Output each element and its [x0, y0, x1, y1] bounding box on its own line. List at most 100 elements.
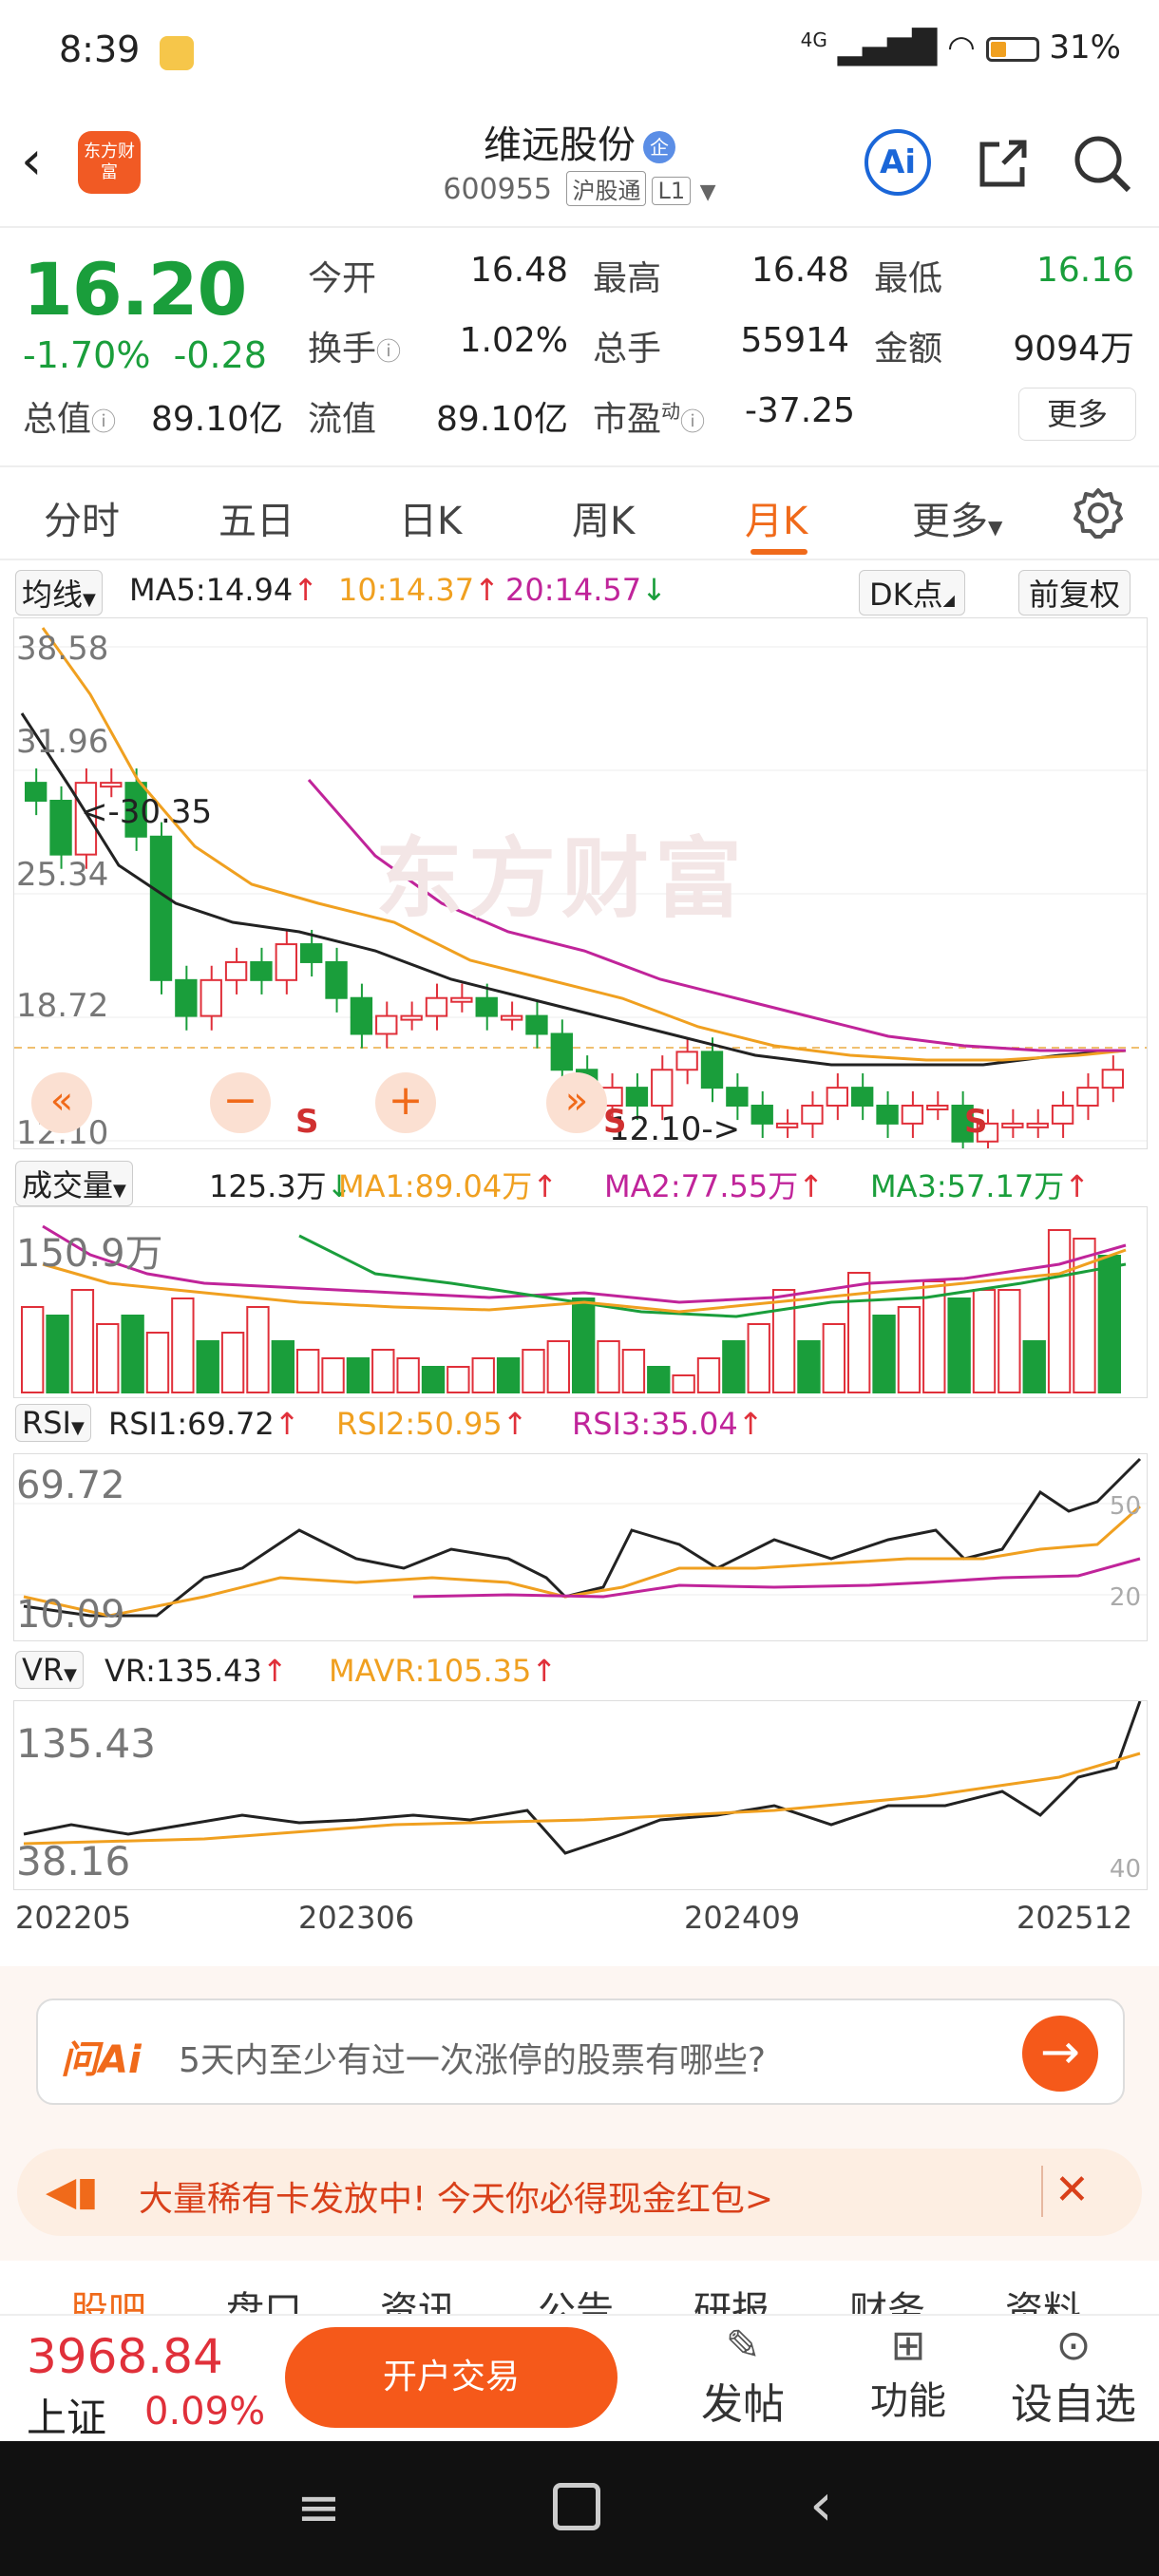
- chevron-down-icon[interactable]: ▼: [699, 180, 716, 204]
- function-button[interactable]: ⊞ 功能: [851, 2321, 965, 2425]
- volume-chart[interactable]: 150.9万: [13, 1206, 1148, 1398]
- high-label: 最高: [593, 259, 662, 298]
- rsi-ref-20: 20: [1109, 1583, 1141, 1612]
- subtab-news[interactable]: 资讯: [380, 2289, 456, 2318]
- ma5-line: [20, 712, 1127, 1067]
- signal-bars-icon: ▂▄▆█: [837, 28, 938, 66]
- watermark: 东方财富: [375, 828, 749, 930]
- home-icon[interactable]: [553, 2483, 600, 2530]
- kline-chart[interactable]: 东方财富 38.58 31.96 25.34 18.72 12.10 <-30.…: [13, 617, 1148, 1152]
- pe-label-text: 市盈: [593, 400, 662, 439]
- volume-bar: [872, 1315, 896, 1393]
- volume-bar: 成交量▼ 125.3万↓ MA1:89.04万↑ MA2:77.55万↑ MA3…: [15, 1159, 1146, 1206]
- corner-icon: ◢: [942, 591, 955, 609]
- arrow-right-icon[interactable]: →: [1022, 2016, 1098, 2092]
- vol-ma1-line: [42, 1248, 1127, 1314]
- volume-bar: [21, 1306, 45, 1393]
- close-icon[interactable]: ✕: [1054, 2166, 1090, 2214]
- volume-bar: [396, 1357, 420, 1393]
- up-arrow-icon: ↑: [274, 1406, 300, 1442]
- ma-select[interactable]: 均线▼: [15, 570, 103, 616]
- rsi1-line: [23, 1457, 1142, 1618]
- tab-intraday[interactable]: 分时: [44, 500, 120, 543]
- share-icon[interactable]: [975, 135, 1032, 192]
- back-icon[interactable]: ‹: [21, 130, 43, 192]
- vr-chart[interactable]: 135.43 38.16 40: [13, 1700, 1148, 1890]
- volume-bar: [722, 1340, 746, 1393]
- subtab-guba[interactable]: 股吧: [70, 2289, 146, 2318]
- settings-gear-icon[interactable]: [1072, 486, 1125, 540]
- rsi-chart[interactable]: 69.72 10.09 50 20: [13, 1453, 1148, 1641]
- info-icon[interactable]: ⓘ: [376, 338, 402, 367]
- ma-select-label: 均线: [22, 577, 84, 613]
- ask-ai-box[interactable]: 问Ai 5天内至少有过一次涨停的股票有哪些? →: [36, 1998, 1125, 2105]
- tab-daily-k[interactable]: 日K: [399, 500, 463, 543]
- volume-select-label: 成交量: [22, 1167, 114, 1203]
- battery-icon: [985, 36, 1039, 62]
- candle-body: [275, 943, 297, 981]
- index-value[interactable]: 3968.84: [27, 2329, 223, 2384]
- amount-value: 9094万: [1013, 330, 1134, 369]
- ma5-text: MA5:14.94: [129, 572, 294, 608]
- candle-body: [951, 1105, 974, 1143]
- zoom-out-button[interactable]: −: [210, 1072, 271, 1133]
- app-logo[interactable]: 东方财富: [78, 131, 141, 194]
- tab-monthly-k[interactable]: 月K: [745, 500, 808, 543]
- dk-point-button[interactable]: DK点◢: [859, 570, 965, 616]
- max-price-note: <-30.35: [81, 793, 213, 831]
- rsi-select[interactable]: RSI▼: [15, 1404, 91, 1442]
- turnover-value: 1.02%: [459, 321, 568, 360]
- change-value: -0.28: [173, 334, 267, 376]
- open-value: 16.48: [469, 251, 568, 290]
- up-arrow-icon: ↑: [532, 1168, 559, 1204]
- scroll-left-button[interactable]: «: [31, 1072, 92, 1133]
- candle-body: [300, 943, 323, 963]
- subtab-finance[interactable]: 财务: [849, 2289, 925, 2318]
- vr-text: VR:135.43: [104, 1653, 262, 1689]
- pe-label: 市盈动ⓘ: [593, 391, 705, 441]
- menu-icon[interactable]: ≡: [296, 2477, 341, 2539]
- subtab-reports[interactable]: 研报: [694, 2289, 770, 2318]
- volume-select[interactable]: 成交量▼: [15, 1161, 133, 1206]
- adjust-button[interactable]: 前复权: [1018, 570, 1131, 616]
- promo-banner[interactable]: ◀▮ 大量稀有卡发放中! 今天你必得现金红包> ✕: [17, 2149, 1142, 2236]
- up-arrow-icon: ↑: [261, 1653, 288, 1689]
- up-arrow-icon: ↑: [1064, 1168, 1091, 1204]
- zoom-in-button[interactable]: +: [375, 1072, 436, 1133]
- subtab-notices[interactable]: 公告: [538, 2289, 614, 2318]
- candle-body: [625, 1087, 649, 1108]
- post-button[interactable]: ✎ 发帖: [686, 2321, 800, 2431]
- subtab-pankou[interactable]: 盘口: [226, 2289, 302, 2318]
- tab-weekly-k[interactable]: 周K: [572, 500, 636, 543]
- search-icon[interactable]: [1072, 133, 1132, 194]
- open-account-button[interactable]: 开户交易: [285, 2327, 618, 2428]
- rsi3-line: [412, 1557, 1141, 1599]
- volume-bar: [121, 1315, 144, 1393]
- edit-icon: ✎: [725, 2321, 761, 2370]
- more-button[interactable]: 更多: [1018, 388, 1136, 441]
- info-icon[interactable]: ⓘ: [91, 408, 117, 437]
- back-nav-icon[interactable]: ‹: [809, 2470, 833, 2539]
- level-tag: L1: [652, 177, 692, 205]
- volume-bar: [220, 1332, 245, 1393]
- subtab-profile[interactable]: 资料: [1005, 2289, 1081, 2318]
- vr-select[interactable]: VR▼: [15, 1651, 84, 1689]
- stock-code: 600955: [443, 173, 552, 206]
- volume-bar: [897, 1306, 922, 1393]
- scroll-right-button[interactable]: »: [546, 1072, 607, 1133]
- stock-code-line: 600955 沪股通 L1 ▼: [0, 171, 1159, 206]
- tab-more[interactable]: 更多▼: [912, 490, 1002, 545]
- vr-value: VR:135.43↑: [104, 1653, 288, 1689]
- volume-bar: [647, 1366, 671, 1393]
- volume-bar: [471, 1357, 495, 1393]
- info-icon[interactable]: ⓘ: [680, 408, 706, 437]
- tab-five-day[interactable]: 五日: [218, 500, 294, 543]
- rsi3-value: RSI3:35.04↑: [572, 1406, 764, 1442]
- volume-bar: [296, 1349, 320, 1393]
- sell-marker: S: [603, 1103, 627, 1141]
- volume-bar: [621, 1349, 646, 1393]
- ma-bar: 均线▼ MA5:14.94↑ 10:14.37↑ 20:14.57↓ DK点◢ …: [15, 568, 1146, 616]
- y-label-3: 25.34: [16, 856, 109, 894]
- ai-button[interactable]: Ai: [864, 129, 931, 196]
- add-watchlist-button[interactable]: ⊙ 设自选: [998, 2321, 1150, 2431]
